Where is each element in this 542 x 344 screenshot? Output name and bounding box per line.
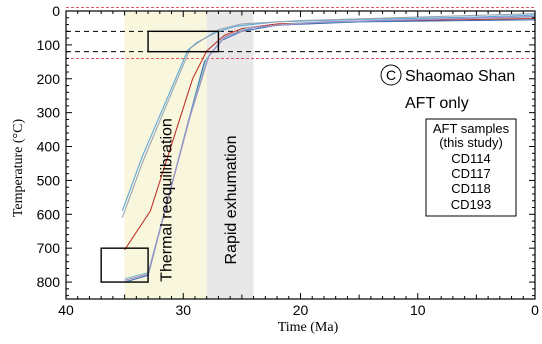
panel-annotation: C Shaomao Shan AFT only [380, 64, 515, 112]
y-tick-label: 700 [37, 240, 61, 256]
x-tick-label: 0 [531, 302, 539, 318]
x-axis-title: Time (Ma) [278, 320, 339, 335]
panel-letter: C [386, 67, 396, 83]
series-line [121, 14, 536, 212]
shaded-intervals [124, 11, 254, 299]
y-tick-label: 0 [52, 3, 60, 19]
cooling-paths [121, 13, 536, 283]
y-tick-label: 500 [37, 172, 61, 188]
constraint-boxes [100, 30, 220, 283]
y-tick-label: 300 [37, 105, 61, 121]
legend-title-line2: (this study) [439, 135, 503, 150]
y-tick-label: 200 [37, 71, 61, 87]
interval-labels: Thermal reequilibration Rapid exhumation [159, 118, 240, 282]
legend-title-line1: AFT samples [433, 121, 510, 136]
x-tick-label: 20 [293, 302, 309, 318]
y-tick-label: 800 [37, 274, 61, 290]
y-tick-label: 600 [37, 206, 61, 222]
legend-entry: CD193 [451, 197, 491, 212]
y-tick-label: 100 [37, 37, 61, 53]
interval-label: Rapid exhumation [223, 136, 240, 265]
subtitle-label: AFT only [405, 95, 469, 112]
series-line [124, 15, 536, 281]
legend-entry: CD118 [451, 181, 491, 196]
legend-entry: CD114 [451, 151, 491, 166]
shaded-interval [124, 11, 207, 299]
interval-label: Thermal reequilibration [159, 118, 176, 282]
legend-entry: CD117 [451, 166, 491, 181]
constraint-box [100, 247, 149, 283]
location-label: Shaomao Shan [405, 68, 515, 85]
x-tick-label: 40 [58, 302, 74, 318]
series-line [124, 17, 536, 251]
legend: AFT samples (this study) CD114 CD117 CD1… [425, 118, 517, 217]
x-tick-label: 10 [410, 302, 426, 318]
legend-box [425, 118, 517, 217]
series-line [121, 13, 536, 218]
y-tick-label: 400 [37, 139, 61, 155]
constraint-box [147, 30, 220, 53]
reference-lines [66, 7, 535, 59]
shaded-interval [206, 11, 254, 299]
x-tick-label: 30 [175, 302, 191, 318]
panel-letter-circle [380, 64, 402, 86]
y-axis-title: Temperature (°C) [11, 119, 26, 218]
